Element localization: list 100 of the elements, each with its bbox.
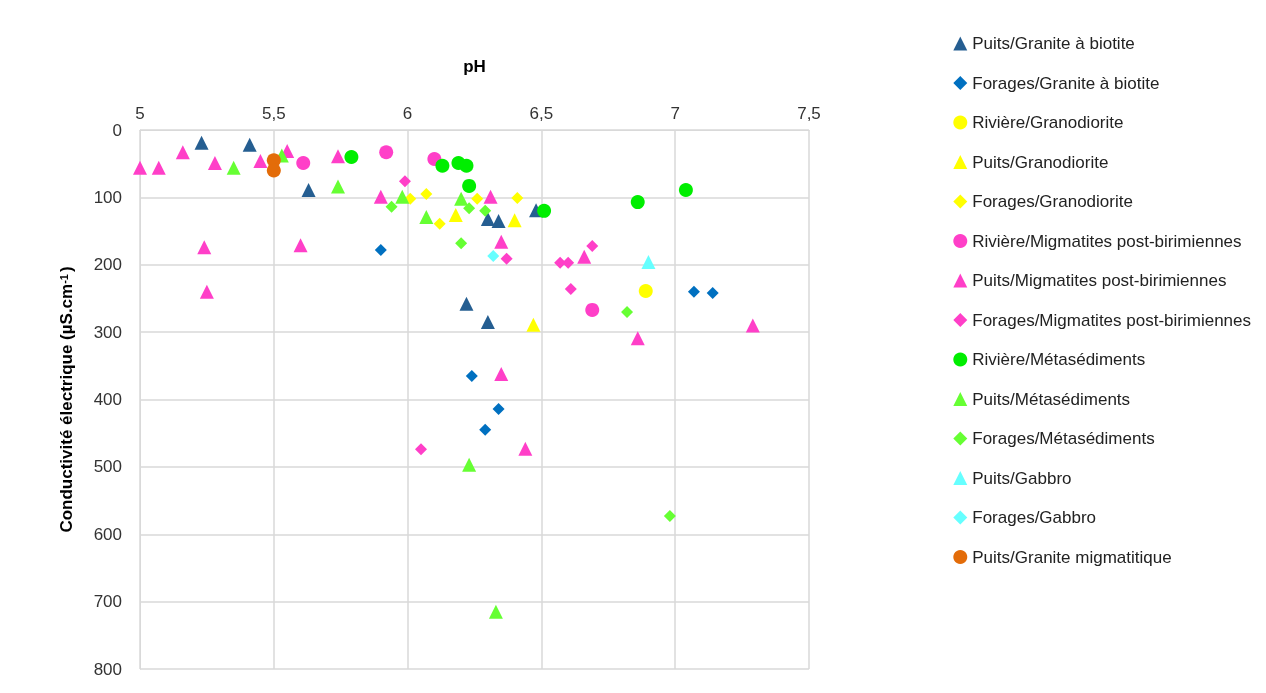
- point: [331, 149, 346, 164]
- point: [414, 443, 427, 456]
- y-axis-title: Conductivité électrique (µS.cm-1): [57, 266, 76, 533]
- y-tick-label: 100: [93, 187, 122, 207]
- point: [242, 137, 257, 152]
- point: [459, 296, 474, 311]
- point: [630, 195, 645, 210]
- point: [586, 239, 599, 252]
- point: [687, 285, 700, 298]
- point: [480, 211, 495, 226]
- legend-label: Forages/Migmatites post-birimiennes: [972, 310, 1251, 330]
- point: [385, 200, 398, 213]
- legend-label: Puits/Granodiorite: [972, 152, 1109, 172]
- point: [494, 366, 509, 381]
- y-tick-label: 200: [93, 255, 122, 275]
- legend-label: Puits/Métasédiments: [972, 389, 1131, 409]
- point: [199, 284, 214, 299]
- point: [492, 402, 505, 415]
- point: [491, 213, 506, 228]
- y-tick-label: 700: [93, 592, 122, 612]
- point: [197, 240, 212, 255]
- point: [585, 302, 600, 317]
- point: [487, 249, 500, 262]
- point: [500, 252, 513, 265]
- point: [471, 192, 484, 205]
- point: [706, 287, 719, 300]
- y-tick-label: 300: [93, 322, 122, 342]
- point: [462, 457, 477, 472]
- point: [398, 175, 411, 188]
- point: [511, 192, 524, 205]
- point: [494, 234, 509, 249]
- point: [745, 318, 760, 333]
- y-tick-label: 600: [93, 524, 122, 544]
- point: [133, 160, 147, 175]
- x-tick-label: 7: [670, 104, 680, 123]
- point: [526, 317, 541, 332]
- point: [678, 182, 693, 197]
- legend-label: Puits/Gabbro: [972, 468, 1072, 488]
- legend-label: Rivière/Métasédiments: [972, 350, 1146, 369]
- point: [621, 305, 634, 318]
- legend-label: Forages/Granodiorite: [972, 192, 1133, 211]
- legend-label: Rivière/Granodiorite: [972, 113, 1124, 132]
- x-tick-label: 5,5: [261, 104, 286, 123]
- point: [459, 158, 474, 173]
- point: [344, 149, 359, 164]
- legend-label: Forages/Granite à biotite: [972, 73, 1160, 93]
- point: [455, 237, 468, 250]
- point: [479, 423, 492, 436]
- point: [488, 604, 503, 619]
- point: [293, 238, 308, 253]
- point: [462, 178, 477, 193]
- legend-label: Forages/Métasédiments: [972, 429, 1155, 448]
- point: [175, 145, 190, 160]
- point: [641, 255, 656, 270]
- point: [379, 145, 394, 160]
- point: [435, 158, 450, 173]
- x-tick-label: 6,5: [529, 104, 554, 123]
- point: [301, 182, 316, 197]
- point: [518, 441, 533, 456]
- point: [420, 188, 433, 201]
- x-axis-title: pH: [463, 57, 486, 76]
- x-tick-label: 5: [135, 104, 145, 123]
- point: [448, 207, 463, 222]
- point: [577, 249, 592, 264]
- x-tick-label: 7,5: [797, 104, 821, 123]
- point: [483, 189, 498, 204]
- point: [480, 315, 495, 330]
- point: [537, 203, 552, 218]
- point: [226, 160, 241, 175]
- point: [207, 156, 222, 171]
- point: [465, 369, 478, 382]
- point: [638, 284, 653, 299]
- point: [194, 135, 209, 150]
- legend-label: Puits/Granite migmatitique: [972, 547, 1172, 567]
- point: [663, 510, 676, 523]
- point: [463, 202, 476, 215]
- point: [630, 331, 645, 346]
- point: [507, 213, 522, 228]
- point: [454, 191, 469, 206]
- point: [253, 153, 268, 168]
- point: [433, 217, 446, 230]
- point: [331, 179, 346, 194]
- point: [151, 160, 166, 175]
- legend-label: Rivière/Migmatites post-birimiennes: [972, 231, 1242, 251]
- legend-label: Puits/Granite à biotite: [972, 34, 1135, 53]
- point: [374, 243, 387, 256]
- y-tick-label: 800: [93, 659, 122, 679]
- point: [373, 189, 388, 204]
- legend-label: Forages/Gabbro: [972, 508, 1097, 527]
- point: [479, 204, 492, 217]
- point: [395, 189, 410, 204]
- point: [419, 209, 434, 224]
- point: [296, 156, 311, 171]
- x-tick-label: 6: [402, 104, 413, 123]
- point: [564, 283, 577, 296]
- point: [266, 163, 281, 178]
- y-tick-label: 0: [112, 120, 122, 140]
- y-tick-label: 500: [93, 457, 122, 477]
- legend-label: Puits/Migmatites post-birimiennes: [972, 271, 1227, 290]
- y-tick-label: 400: [93, 390, 122, 409]
